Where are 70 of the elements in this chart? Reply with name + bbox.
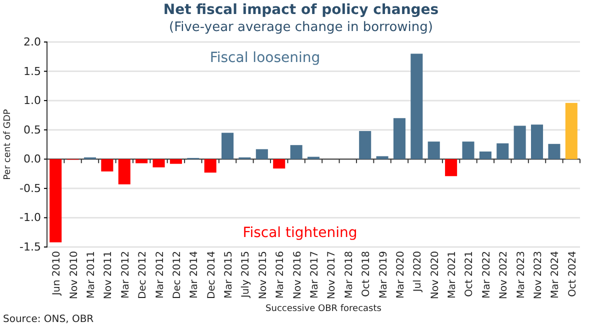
annotation: Fiscal tightening (242, 225, 358, 241)
bar (204, 159, 216, 173)
x-tick-label: July 2015 (240, 251, 252, 299)
bar (548, 144, 560, 160)
x-tick-label: Jun 2010 (52, 251, 63, 296)
y-tick-label: -1.5 (20, 240, 41, 254)
y-tick-label: 1.0 (24, 94, 41, 108)
bar (118, 159, 130, 184)
x-tick-label: Dec 2012 (172, 251, 183, 299)
x-tick-label: Mar 2012 (120, 251, 132, 298)
y-tick-label: 0.5 (24, 123, 41, 136)
bar (170, 159, 182, 164)
y-axis-title: Per cent of GDP (3, 108, 13, 180)
x-tick-label: Oct 2018 (361, 251, 372, 297)
y-tick-label: 1.5 (24, 64, 41, 78)
bar (152, 159, 165, 168)
x-tick-label: Mar 2023 (516, 251, 527, 298)
bar (273, 159, 286, 169)
x-tick-label: Mar 2017 (310, 251, 320, 298)
bar (479, 152, 492, 160)
bar (514, 126, 526, 160)
bar (50, 159, 62, 242)
x-tick-label: Nov 2017 (326, 251, 338, 300)
x-tick-label: Nov 2011 (103, 251, 114, 300)
x-tick-label: Nov 2020 (430, 251, 441, 300)
bar (462, 142, 474, 160)
x-tick-label: Nov 2022 (498, 251, 510, 300)
y-tick-label: 0.0 (24, 152, 41, 166)
bar (496, 143, 509, 160)
x-tick-label: Nov 2010 (68, 251, 80, 300)
x-tick-label: Mar 2022 (481, 251, 492, 298)
x-tick-label: Mar 2014 (189, 251, 200, 298)
bar (393, 118, 406, 160)
x-tick-label: Mar 2021 (447, 251, 458, 298)
x-tick-label: Mar 2020 (395, 251, 406, 298)
x-tick-label: Jul 2020 (412, 251, 424, 293)
x-tick-label: Oct 2021 (464, 251, 476, 297)
x-tick-label: Nov 2023 (533, 251, 544, 300)
bar (290, 145, 302, 160)
x-tick-label: Dec 2012 (138, 251, 149, 299)
x-axis-title: Successive OBR forecasts (266, 304, 382, 314)
x-tick-label: Mar 2024 (550, 251, 562, 298)
bar (565, 102, 578, 160)
x-tick-label: Mar 2011 (86, 251, 97, 298)
annotation: Fiscal loosening (210, 50, 320, 66)
x-tick-label: Dec 2014 (206, 251, 218, 299)
y-tick-label: -1.0 (20, 211, 41, 224)
chart-subtitle: (Five-year average change in borrowing) (169, 20, 433, 35)
bar (410, 54, 423, 160)
x-tick-label: Oct 2024 (567, 251, 578, 297)
x-tick-label: Mar 2018 (344, 251, 355, 298)
y-tick-label: 2.0 (24, 36, 41, 49)
y-tick-label: -0.5 (20, 182, 41, 195)
bar (101, 159, 114, 172)
x-tick-label: Mar 2015 (224, 251, 235, 298)
x-tick-label: Mar 2016 (275, 251, 286, 298)
x-tick-label: Nov 2015 (258, 251, 269, 300)
bar (136, 159, 148, 164)
bar (428, 142, 440, 160)
bar (359, 131, 372, 160)
bar (445, 159, 458, 176)
bar (531, 124, 544, 160)
x-tick-label: Mar 2012 (154, 251, 166, 298)
bar (256, 149, 268, 160)
bar (376, 156, 388, 160)
bar (222, 132, 234, 160)
chart-title: Net fiscal impact of policy changes (163, 2, 439, 18)
source-note: Source: ONS, OBR (3, 314, 94, 325)
x-tick-label: Nov 2016 (292, 251, 304, 300)
x-tick-label: Mar 2019 (378, 251, 390, 298)
